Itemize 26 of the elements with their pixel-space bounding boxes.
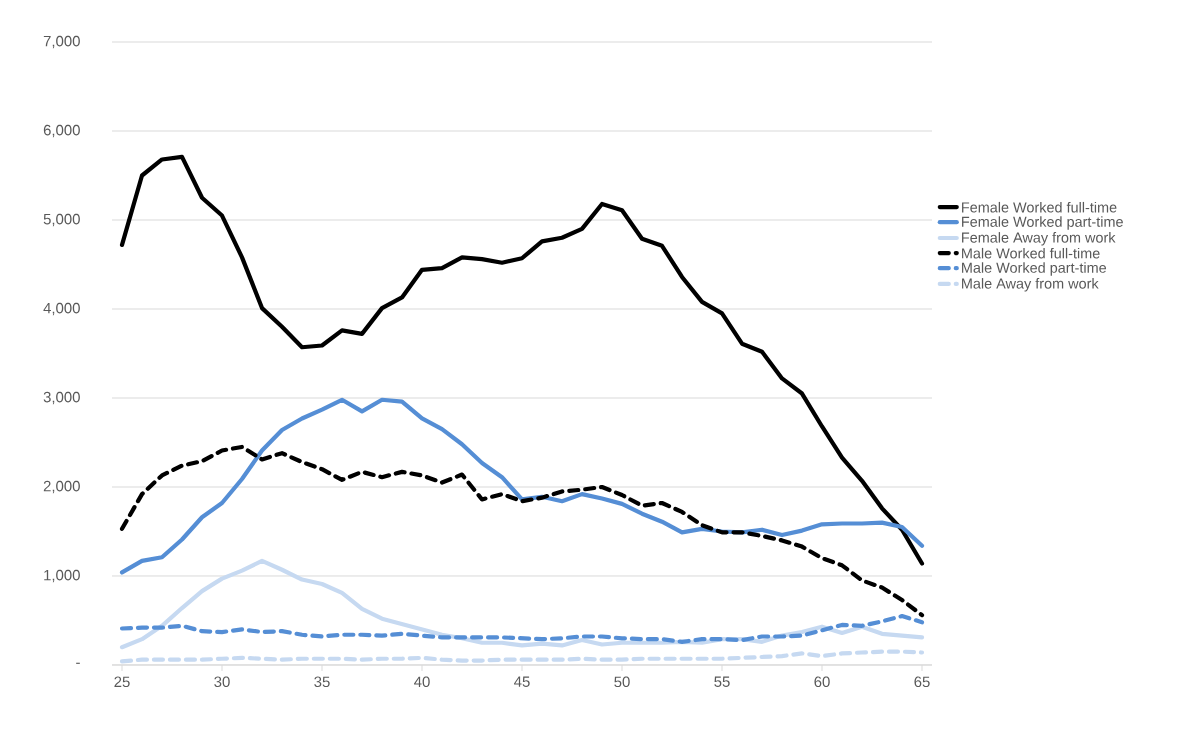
line-series (119, 154, 925, 566)
x-tick-label: 45 (514, 676, 530, 687)
y-tick-label: 7,000 (43, 35, 80, 49)
y-tick-label: 3,000 (43, 391, 80, 405)
x-tick-label: 30 (214, 676, 230, 688)
y-tick-label: 5,000 (43, 213, 80, 227)
y-tick-label: 6,000 (43, 124, 80, 138)
x-tick-label: 60 (814, 676, 830, 688)
x-tick-label: 65 (914, 676, 930, 688)
x-tick-label: 50 (614, 676, 630, 688)
line-series (119, 397, 925, 575)
x-tick-label: 40 (414, 676, 430, 688)
legend-label: Male Worked part-time (962, 262, 1107, 276)
line-series (119, 444, 925, 618)
legend-label: Male Worked full-time (962, 247, 1100, 259)
legend-label: Female Worked part-time (962, 216, 1123, 230)
y-tick-label: - (76, 662, 80, 664)
x-tick-label: 35 (314, 676, 330, 688)
y-tick-label: 4,000 (43, 302, 80, 316)
x-tick-label: 55 (714, 676, 730, 687)
legend-label: Female Away from work (962, 232, 1116, 246)
legend-label: Male Away from work (962, 278, 1099, 292)
legend-label: Female Worked full-time (962, 201, 1117, 213)
y-tick-label: 2,000 (43, 480, 80, 494)
x-tick-label: 25 (114, 676, 130, 688)
y-tick-label: 1,000 (44, 569, 80, 583)
